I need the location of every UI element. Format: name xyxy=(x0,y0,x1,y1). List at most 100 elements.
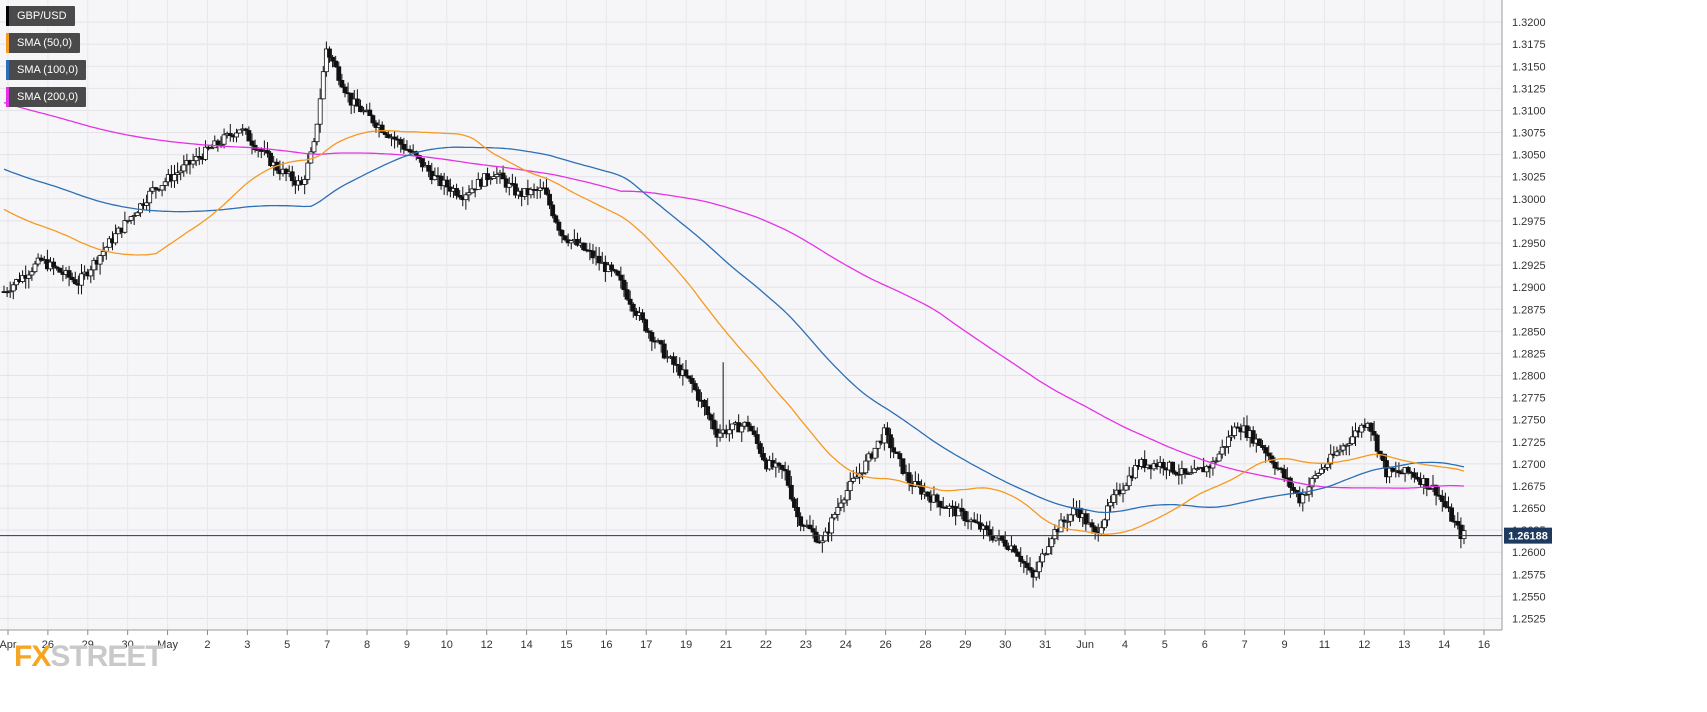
candle-body xyxy=(491,176,497,179)
legend-item-sma100[interactable]: SMA (100,0) xyxy=(6,60,87,80)
candle-body xyxy=(726,429,732,435)
x-tick-label: 26 xyxy=(42,639,54,651)
candle-body xyxy=(1281,469,1287,479)
candle-body xyxy=(1195,468,1200,471)
candle-body xyxy=(302,179,308,185)
x-tick-label: 5 xyxy=(1162,639,1168,651)
candle-body xyxy=(1424,478,1430,489)
candle-body xyxy=(1346,443,1352,446)
candle-body xyxy=(792,498,797,508)
candle-body xyxy=(268,152,273,167)
candle-body xyxy=(153,187,159,190)
candle-body xyxy=(29,271,35,276)
candle-body xyxy=(1092,526,1098,533)
candle-body xyxy=(568,240,574,244)
y-tick-label: 1.3000 xyxy=(1512,194,1546,206)
legend-item-sma200[interactable]: SMA (200,0) xyxy=(6,87,87,107)
candle-body xyxy=(832,513,838,519)
candle-body xyxy=(708,414,714,421)
candle-body xyxy=(1455,521,1461,526)
candle-body xyxy=(215,140,221,146)
candle-body xyxy=(181,164,187,172)
candle-body xyxy=(562,235,568,241)
candle-body xyxy=(1012,545,1017,553)
candle-body xyxy=(172,174,177,182)
candle-body xyxy=(1040,553,1045,563)
candle-body xyxy=(643,319,649,332)
y-tick-label: 1.3075 xyxy=(1512,128,1546,140)
candle-body xyxy=(178,170,184,174)
candle-body xyxy=(1396,470,1402,474)
candle-body xyxy=(392,136,397,140)
candle-body xyxy=(624,289,630,300)
legend-swatch-sma100 xyxy=(6,60,9,80)
candle-body xyxy=(35,257,41,265)
candle-body xyxy=(342,86,348,94)
candle-body xyxy=(717,432,723,438)
candle-body xyxy=(974,521,980,524)
candle-body xyxy=(1036,561,1042,573)
x-tick-label: 31 xyxy=(1039,639,1051,651)
candle-body xyxy=(289,171,295,182)
candle-body xyxy=(1343,444,1349,447)
candle-body xyxy=(358,105,363,112)
x-tick-label: 29 xyxy=(959,639,971,651)
candle-body xyxy=(695,389,701,401)
candle-body xyxy=(888,434,893,449)
candle-body xyxy=(900,458,906,475)
candle-body xyxy=(234,132,239,138)
y-tick-label: 1.2550 xyxy=(1512,591,1546,603)
candle-body xyxy=(1089,522,1095,528)
candles xyxy=(1,41,1467,588)
candle-body xyxy=(314,123,320,143)
legend-item-price[interactable]: GBP/USD xyxy=(6,6,75,26)
candle-body xyxy=(320,71,326,100)
candle-body xyxy=(646,330,652,333)
candle-body xyxy=(506,182,512,188)
candle-body xyxy=(609,264,614,271)
legend-item-sma50[interactable]: SMA (50,0) xyxy=(6,33,81,53)
candle-body xyxy=(553,215,559,223)
candle-body xyxy=(776,462,782,466)
candle-body xyxy=(1319,468,1324,474)
candle-body xyxy=(7,290,13,293)
candle-body xyxy=(847,480,853,492)
candle-body xyxy=(1449,507,1455,522)
candle-body xyxy=(97,255,103,265)
candle-body xyxy=(686,375,692,379)
candle-body xyxy=(559,229,565,237)
y-tick-label: 1.3200 xyxy=(1512,17,1546,29)
x-tick-label: 12 xyxy=(481,639,493,651)
x-tick-label: 30 xyxy=(122,639,134,651)
candle-body xyxy=(330,56,335,62)
y-tick-label: 1.2600 xyxy=(1512,547,1546,559)
y-tick-label: 1.2825 xyxy=(1512,348,1546,360)
candle-body xyxy=(547,193,552,206)
candle-body xyxy=(91,259,97,271)
candle-body xyxy=(485,173,490,181)
candle-body xyxy=(779,464,785,470)
candle-body xyxy=(754,434,760,444)
candle-body xyxy=(1288,477,1293,488)
candle-body xyxy=(751,430,757,435)
candle-body xyxy=(575,238,580,246)
candle-body xyxy=(1123,485,1129,491)
x-tick-label: 15 xyxy=(560,639,572,651)
x-tick-label: 16 xyxy=(600,639,612,651)
candle-body xyxy=(227,133,233,137)
candle-body xyxy=(854,476,859,479)
y-tick-label: 1.3125 xyxy=(1512,83,1546,95)
candle-body xyxy=(1381,453,1386,461)
candle-body xyxy=(795,507,800,518)
candle-body xyxy=(1018,555,1024,562)
candle-body xyxy=(999,535,1005,541)
candle-body xyxy=(190,160,196,165)
candle-body xyxy=(1439,495,1445,502)
candle-body xyxy=(1182,468,1188,474)
y-tick-label: 1.3025 xyxy=(1512,172,1546,184)
y-tick-label: 1.2875 xyxy=(1512,304,1546,316)
candle-body xyxy=(897,453,903,460)
candle-body xyxy=(379,124,385,133)
candle-body xyxy=(1371,431,1377,436)
